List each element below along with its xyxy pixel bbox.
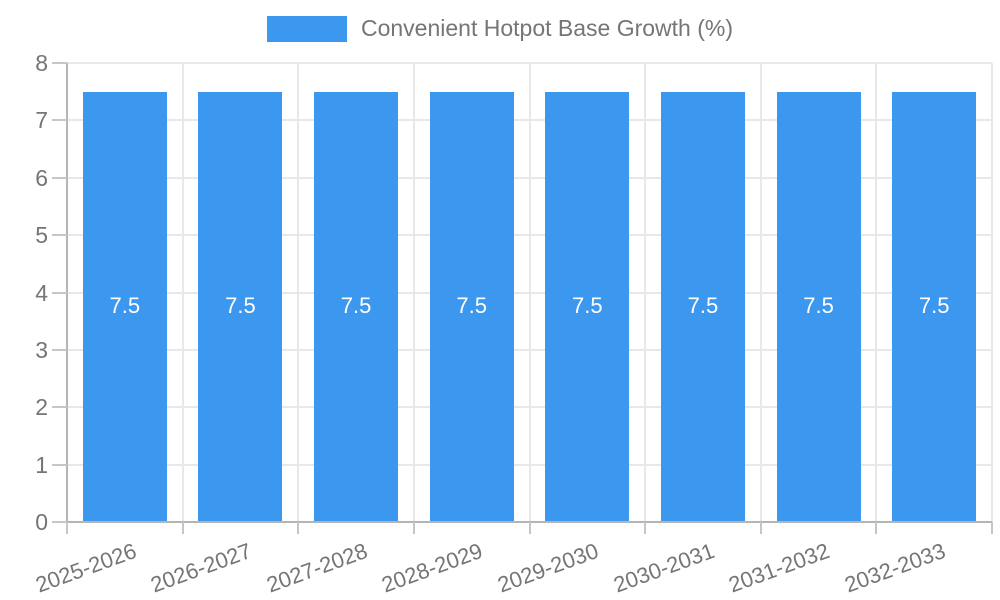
- y-axis-tick-label: 4: [35, 279, 48, 306]
- y-axis-tick-label: 0: [35, 509, 48, 535]
- y-tick-mark: [52, 234, 67, 237]
- bar-value-label: 7.5: [225, 293, 256, 319]
- bar[interactable]: 7.5: [198, 91, 283, 521]
- y-axis-line: [66, 63, 68, 533]
- legend[interactable]: Convenient Hotpot Base Growth (%): [266, 15, 734, 42]
- gridline-v: [528, 63, 531, 522]
- y-tick-mark: [52, 463, 67, 466]
- y-axis-tick-label: 1: [35, 451, 48, 478]
- y-axis-tick-label: 6: [35, 164, 48, 191]
- y-tick-mark: [52, 521, 67, 523]
- bar[interactable]: 7.5: [776, 91, 861, 521]
- gridline-v: [644, 63, 647, 522]
- bar[interactable]: 7.5: [429, 91, 514, 521]
- legend-label: Convenient Hotpot Base Growth (%): [360, 15, 734, 41]
- bar[interactable]: 7.5: [314, 91, 399, 521]
- x-tick-mark: [297, 522, 300, 534]
- x-axis-tick-label: 2032-2033: [841, 538, 949, 598]
- x-tick-mark: [412, 522, 415, 534]
- bar-value-label: 7.5: [340, 293, 372, 319]
- gridline-v: [181, 63, 184, 522]
- x-axis-tick-label: 2025-2026: [31, 538, 140, 598]
- x-axis-tick-label: 2027-2028: [263, 538, 371, 598]
- gridline-v: [991, 63, 993, 522]
- x-axis-tick-label: 2031-2032: [725, 538, 834, 598]
- y-tick-mark: [52, 406, 67, 409]
- bar[interactable]: 7.5: [892, 91, 977, 521]
- gridline-v: [759, 63, 762, 522]
- plot-area: 7.5 7.5 7.5 7.5 7.5 7.5 7.5 7.5: [66, 62, 993, 533]
- y-axis-tick-label: 3: [35, 336, 48, 363]
- bar-value-label: 7.5: [456, 293, 487, 319]
- y-tick-mark: [52, 291, 67, 294]
- bar-value-label: 7.5: [109, 293, 141, 319]
- bar-value-label: 7.5: [572, 293, 603, 319]
- legend-swatch[interactable]: [266, 15, 347, 42]
- y-axis-tick-label: 8: [35, 50, 48, 76]
- x-tick-mark: [181, 522, 184, 534]
- y-tick-mark: [52, 62, 67, 64]
- x-tick-mark: [66, 522, 68, 534]
- x-axis-tick-label: 2029-2030: [494, 538, 602, 598]
- y-tick-mark: [52, 119, 67, 122]
- bar[interactable]: 7.5: [660, 91, 745, 521]
- x-axis-tick-label: 2030-2031: [610, 538, 718, 598]
- bar-value-label: 7.5: [918, 293, 950, 319]
- x-tick-mark: [875, 522, 878, 534]
- gridline-v: [412, 63, 415, 522]
- bar-value-label: 7.5: [687, 293, 719, 319]
- y-tick-mark: [52, 348, 67, 351]
- x-axis-tick-label: 2026-2027: [147, 538, 255, 598]
- x-tick-mark: [991, 522, 993, 534]
- gridline-v: [875, 63, 878, 522]
- bar-value-label: 7.5: [803, 293, 834, 319]
- x-axis-tick-label: 2028-2029: [378, 538, 487, 598]
- x-tick-mark: [528, 522, 531, 534]
- bar[interactable]: 7.5: [82, 91, 167, 521]
- y-axis-tick-label: 7: [35, 107, 48, 134]
- x-tick-mark: [759, 522, 762, 534]
- x-tick-mark: [644, 522, 647, 534]
- y-tick-mark: [52, 176, 67, 179]
- y-axis-tick-label: 2: [35, 394, 48, 421]
- bar[interactable]: 7.5: [545, 91, 630, 521]
- gridline-v: [297, 63, 300, 522]
- y-axis-tick-label: 5: [35, 222, 48, 249]
